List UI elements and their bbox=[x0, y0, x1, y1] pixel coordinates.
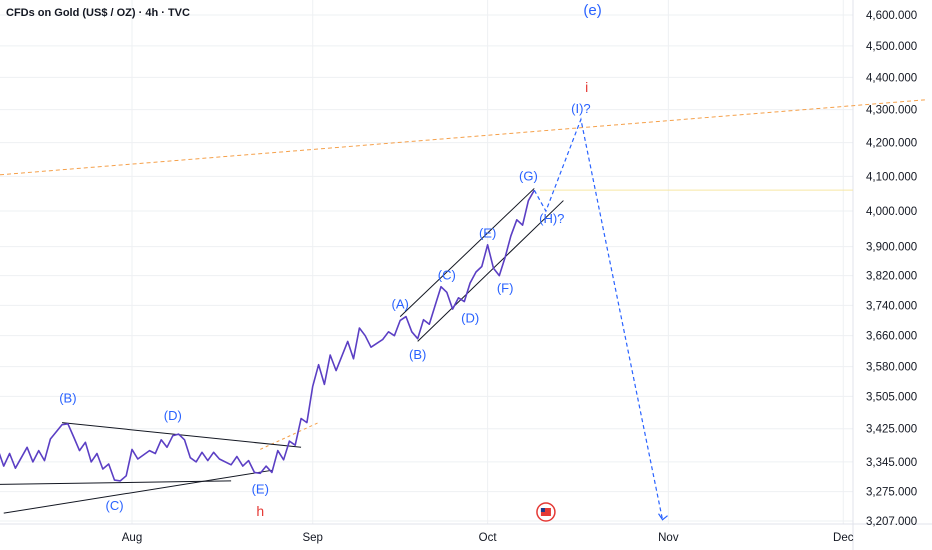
wave-label: (I)? bbox=[571, 101, 591, 116]
projection-path bbox=[533, 117, 664, 520]
orange-trend-line bbox=[0, 99, 925, 176]
wave-label: (G) bbox=[519, 169, 538, 184]
wave-label: (B) bbox=[409, 347, 426, 362]
y-tick-label: 3,900.000 bbox=[866, 242, 917, 254]
wave-label: (E) bbox=[252, 482, 269, 497]
y-tick-label: 3,820.000 bbox=[866, 271, 917, 283]
y-tick-label: 3,660.000 bbox=[866, 331, 917, 343]
chart-title: CFDs on Gold (US$ / OZ) · 4h · TVC bbox=[6, 7, 190, 19]
y-tick-label: 3,345.000 bbox=[866, 457, 917, 469]
triangle-lower-line-1 bbox=[0, 480, 232, 485]
projection-arrow bbox=[658, 513, 668, 521]
us-flag-stripes bbox=[540, 508, 551, 516]
wave-label: (A) bbox=[392, 296, 409, 311]
x-tick-label: Dec bbox=[833, 532, 854, 544]
y-tick-label: 4,600.000 bbox=[866, 10, 917, 22]
wave-label: (B) bbox=[59, 390, 76, 405]
wave-label: (H)? bbox=[539, 211, 564, 226]
wave-label: (e) bbox=[583, 2, 601, 19]
y-tick-label: 3,580.000 bbox=[866, 362, 917, 374]
orange-trend-short bbox=[260, 422, 319, 450]
y-tick-label: 4,300.000 bbox=[866, 105, 917, 117]
wave-label: (E) bbox=[479, 226, 496, 241]
y-tick-label: 4,100.000 bbox=[866, 171, 917, 183]
y-tick-label: 4,200.000 bbox=[866, 138, 917, 150]
y-tick-label: 3,425.000 bbox=[866, 424, 917, 436]
x-tick-label: Sep bbox=[302, 532, 322, 544]
wave-label: i bbox=[585, 79, 588, 95]
triangle-lower-line-2 bbox=[3, 469, 272, 514]
y-tick-label: 3,505.000 bbox=[866, 391, 917, 403]
y-tick-label: 3,275.000 bbox=[866, 487, 917, 499]
channel-upper-line bbox=[399, 188, 535, 317]
wave-label: (D) bbox=[461, 310, 479, 325]
y-tick-label: 3,740.000 bbox=[866, 300, 917, 312]
x-tick-label: Nov bbox=[658, 532, 679, 544]
us-flag-canton bbox=[540, 508, 545, 512]
y-tick-label: 3,207.000 bbox=[866, 516, 917, 528]
x-tick-label: Oct bbox=[479, 532, 498, 544]
wave-label: (F) bbox=[497, 280, 514, 295]
x-tick-label: Aug bbox=[122, 532, 142, 544]
price-line bbox=[0, 189, 535, 482]
y-tick-label: 4,000.000 bbox=[866, 206, 917, 218]
wave-label: (D) bbox=[164, 408, 182, 423]
wave-label: (C) bbox=[438, 267, 456, 282]
triangle-upper-line bbox=[61, 422, 302, 448]
wave-label: (C) bbox=[105, 498, 123, 513]
channel-lower-line bbox=[417, 200, 564, 342]
y-tick-label: 4,500.000 bbox=[866, 41, 917, 53]
y-tick-label: 4,400.000 bbox=[866, 72, 917, 84]
wave-label: h bbox=[256, 503, 264, 519]
